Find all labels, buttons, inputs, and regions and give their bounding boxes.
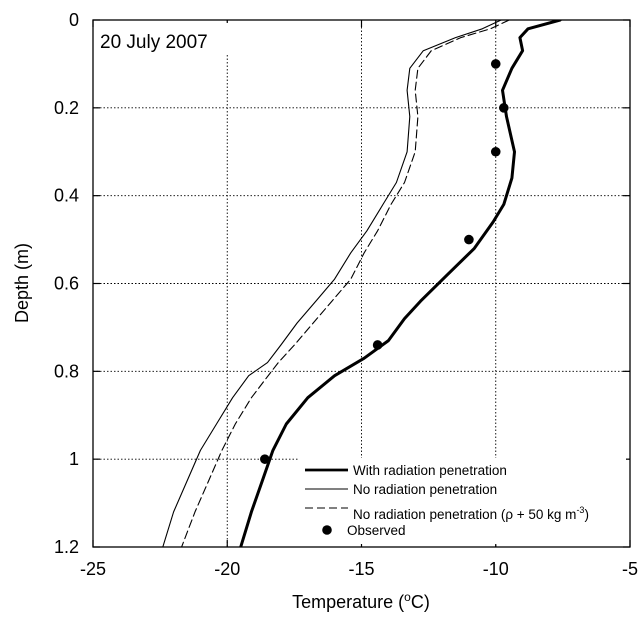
x-tick-label: -10 bbox=[483, 559, 509, 579]
observed-point bbox=[499, 103, 509, 113]
observed-point bbox=[490, 59, 501, 69]
observed-point bbox=[372, 340, 383, 350]
series-line-with-radiation bbox=[239, 20, 562, 547]
observed-point bbox=[464, 234, 474, 245]
observed-point bbox=[490, 146, 501, 157]
legend: With radiation penetration No radiation … bbox=[298, 458, 626, 544]
series-line-no-radiation-rho bbox=[181, 20, 510, 547]
y-tick-label: 0.6 bbox=[54, 274, 79, 294]
x-tick-label: -25 bbox=[80, 559, 106, 579]
x-tick-label: -15 bbox=[348, 559, 374, 579]
legend-label-no-radiation-rho: No radiation penetration (ρ + 50 kg m-3) bbox=[353, 505, 589, 522]
legend-marker-observed bbox=[322, 525, 332, 535]
annotation-background bbox=[96, 23, 230, 53]
y-tick-label: 0 bbox=[69, 10, 79, 30]
date-annotation: 20 July 2007 bbox=[100, 32, 208, 53]
y-tick-label: 1.2 bbox=[54, 537, 79, 557]
y-tick-label: 0.2 bbox=[54, 98, 79, 118]
observed-point bbox=[260, 454, 270, 464]
grid-lines bbox=[93, 20, 630, 547]
y-tick-label: 1 bbox=[69, 449, 79, 469]
series-line-no-radiation bbox=[162, 20, 502, 547]
y-axis-label: Depth (m) bbox=[12, 243, 32, 323]
legend-label-with-radiation: With radiation penetration bbox=[353, 463, 507, 478]
legend-label-no-radiation: No radiation penetration bbox=[353, 482, 497, 497]
y-tick-label: 0.4 bbox=[54, 186, 79, 206]
legend-label-observed: Observed bbox=[347, 523, 406, 538]
y-tick-labels: 0 0.2 0.4 0.6 0.8 1 1.2 bbox=[54, 10, 79, 557]
series-layer bbox=[162, 20, 562, 547]
x-tick-label: -20 bbox=[214, 559, 240, 579]
y-tick-label: 0.8 bbox=[54, 361, 79, 381]
legend-background bbox=[298, 458, 626, 544]
x-axis-label: Temperature (oC) bbox=[292, 590, 430, 612]
x-tick-labels: -25 -20 -15 -10 -5 bbox=[80, 559, 638, 579]
x-tick-label: -5 bbox=[622, 559, 638, 579]
observed-markers bbox=[260, 59, 509, 464]
